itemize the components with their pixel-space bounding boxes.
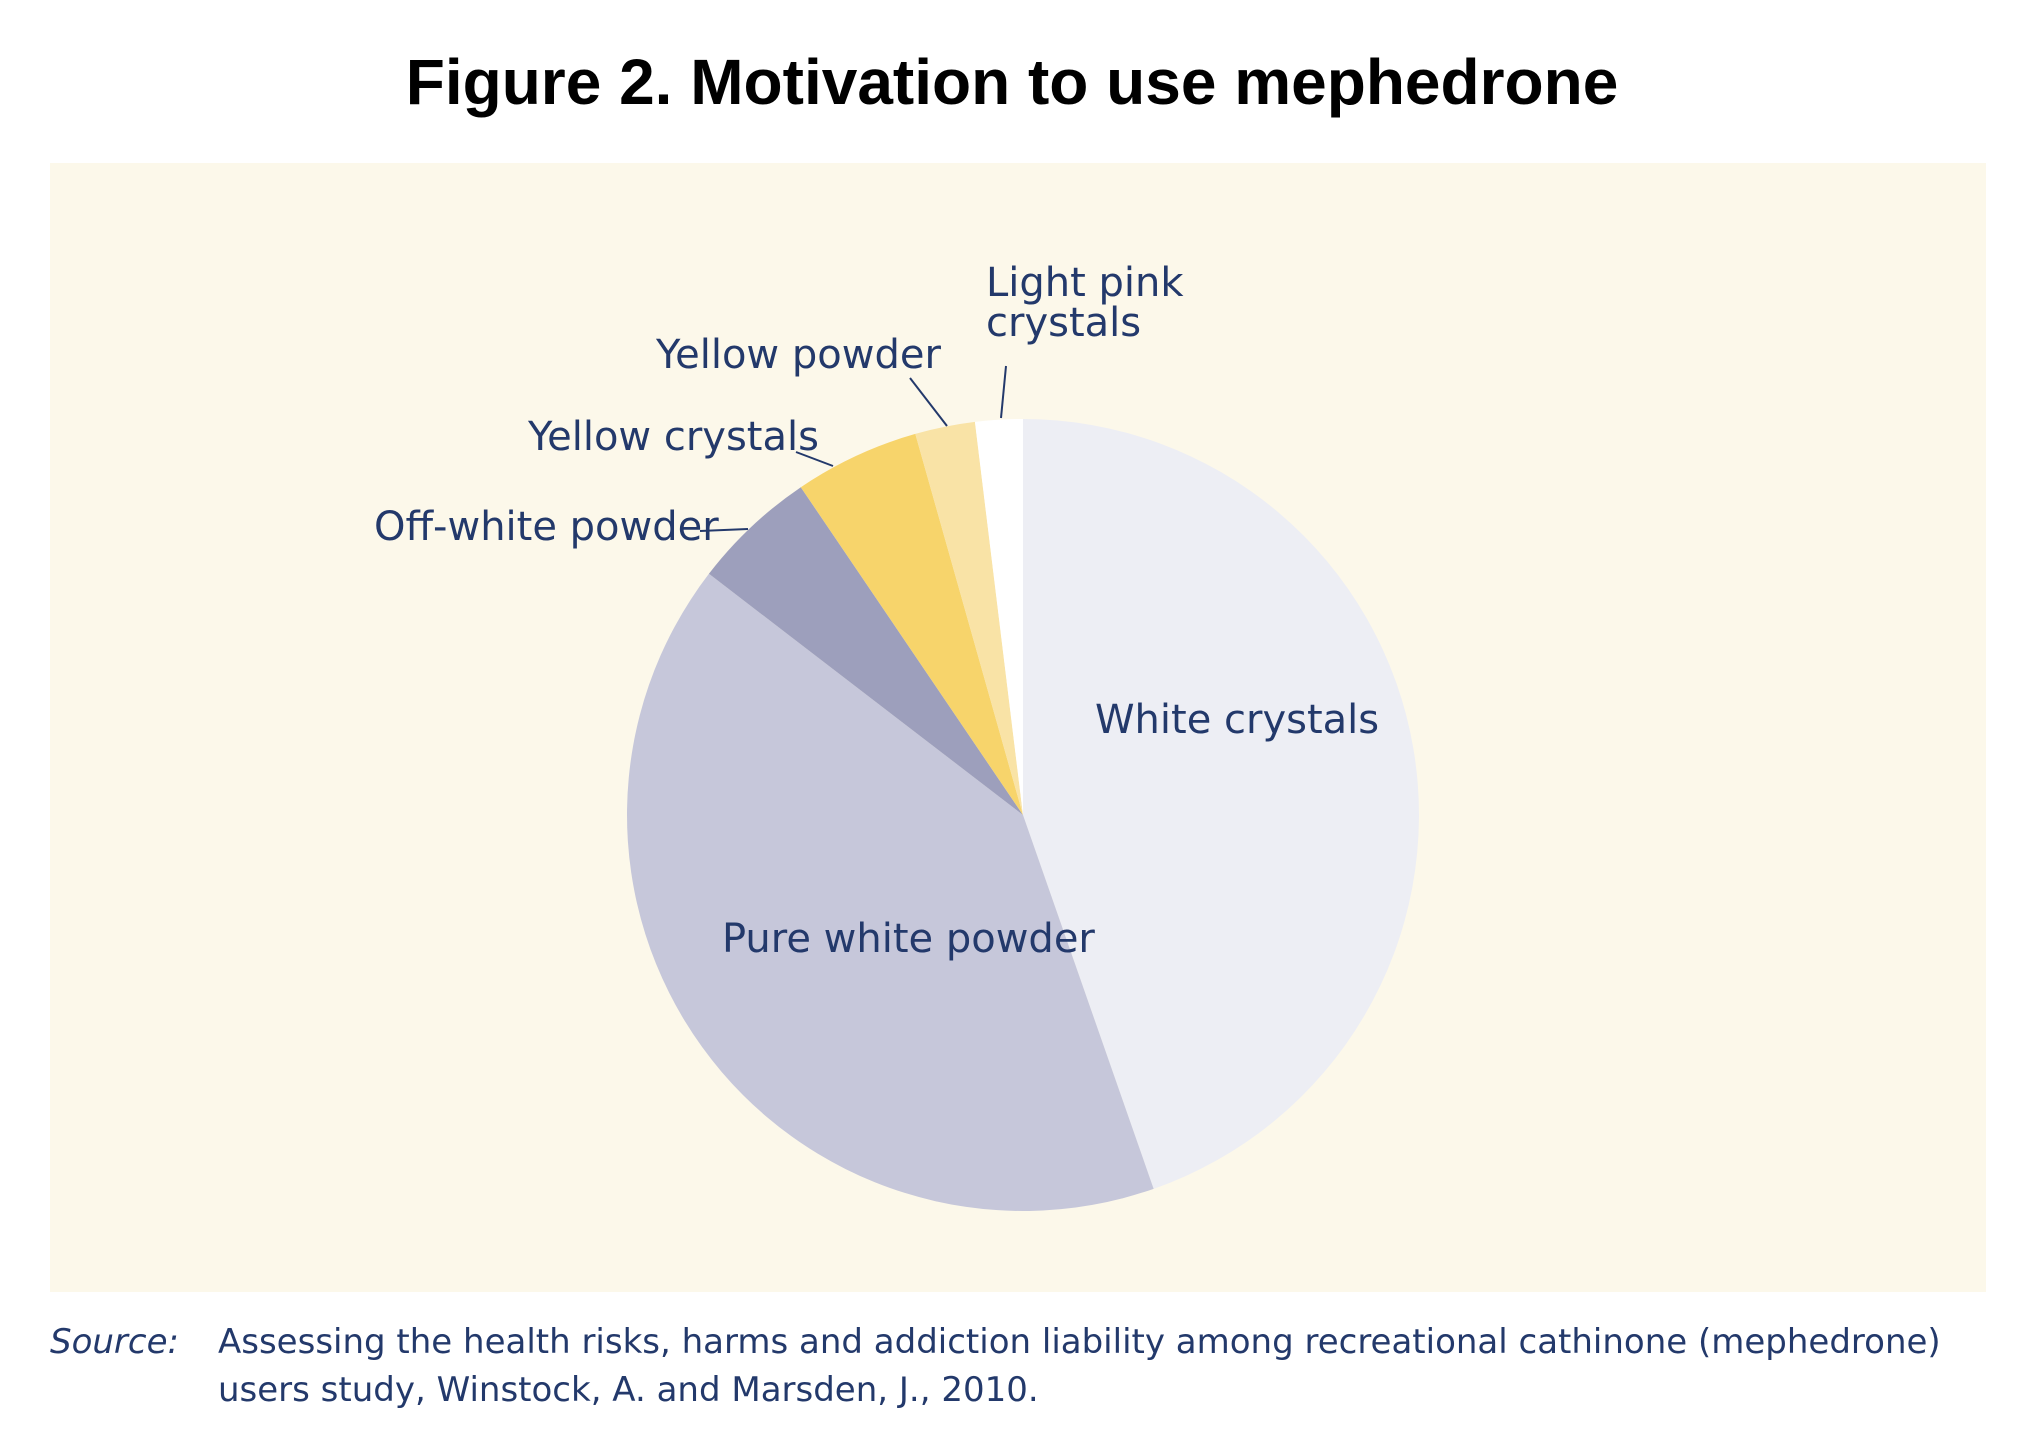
figure-title: Figure 2. Motivation to use mephedrone (405, 46, 1619, 118)
source-text: Assessing the health risks, harms and ad… (218, 1322, 1941, 1410)
source-label: Source: (50, 1322, 179, 1362)
pie-slice-off-white-powder (708, 487, 1023, 815)
slice-label-white-crystals: White crystals (1095, 697, 1379, 743)
slice-label-pure-white-powder: Pure white powder (722, 916, 1095, 962)
slice-label-yellow-powder: Yellow powder (655, 332, 941, 378)
slice-label-light-pink-crystals: Light pink crystals (986, 260, 1184, 346)
pie-slice-yellow-powder (915, 421, 1023, 815)
leader-line-yellow-powder (909, 377, 948, 427)
leader-line-yellow-crystals (795, 451, 834, 467)
slice-label-off-white-powder: Off-white powder (374, 504, 719, 550)
pie-slice-light-pink-crystals (974, 419, 1023, 815)
pie-slice-white-crystals (1023, 419, 1419, 1189)
slice-label-yellow-crystals: Yellow crystals (527, 414, 819, 460)
leader-line-light-pink-crystals (1000, 365, 1007, 419)
leader-line-off-white-powder (699, 528, 749, 532)
pie-slice-pure-white-powder (627, 573, 1154, 1211)
pie-slice-yellow-crystals (800, 433, 1023, 815)
